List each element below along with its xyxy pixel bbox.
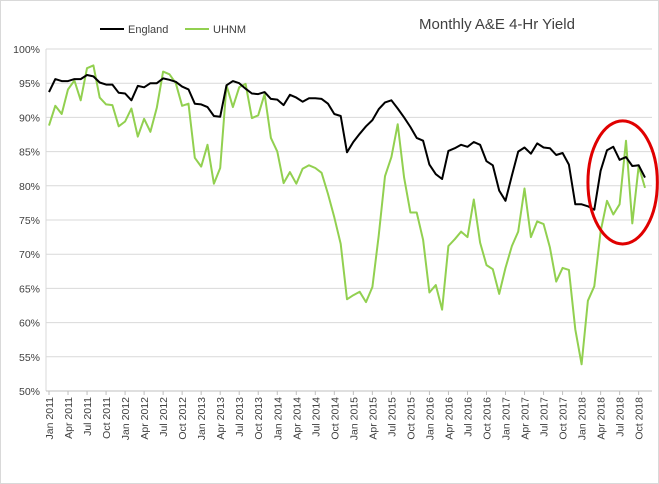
- x-tick-label: Oct 2018: [634, 397, 646, 440]
- x-tick-label: Jan 2013: [196, 397, 208, 440]
- y-tick-label: 100%: [13, 44, 40, 56]
- series-line-england: [48, 74, 646, 211]
- x-tick-label: Jan 2011: [44, 397, 56, 440]
- x-tick-label: Apr 2011: [63, 397, 75, 439]
- x-tick-label: Jul 2011: [82, 397, 94, 436]
- x-tick-label: Jan 2015: [348, 397, 360, 440]
- y-tick-label: 90%: [19, 112, 40, 124]
- legend-label-uhnm: UHNM: [213, 24, 246, 36]
- x-tick-label: Jan 2012: [120, 397, 132, 440]
- y-tick-label: 70%: [19, 249, 40, 261]
- highlight-ellipse: [586, 119, 659, 246]
- x-tick-label: Apr 2014: [291, 397, 303, 440]
- x-tick-label: Apr 2017: [520, 397, 532, 440]
- x-tick-label: Jan 2017: [501, 397, 513, 440]
- y-tick-label: 60%: [19, 318, 40, 330]
- chart-title: Monthly A&E 4-Hr Yield: [419, 16, 575, 33]
- y-tick-label: 85%: [19, 147, 40, 159]
- y-tick-label: 75%: [19, 215, 40, 227]
- y-tick-label: 65%: [19, 283, 40, 295]
- x-tick-label: Jan 2014: [272, 397, 284, 440]
- x-tick-label: Jan 2016: [424, 397, 436, 440]
- x-tick-label: Oct 2011: [101, 397, 113, 439]
- legend-label-england: England: [128, 24, 168, 36]
- x-tick-label: Oct 2015: [405, 397, 417, 440]
- y-tick-label: 95%: [19, 78, 40, 90]
- x-tick-label: Oct 2016: [481, 397, 493, 440]
- x-tick-label: Jul 2012: [158, 397, 170, 437]
- x-tick-label: Apr 2016: [443, 397, 455, 440]
- annotations: [586, 119, 659, 246]
- series-lines: [48, 64, 646, 366]
- y-tick-label: 50%: [19, 386, 40, 398]
- x-tick-label: Jul 2017: [539, 397, 551, 437]
- y-tick-label: 55%: [19, 352, 40, 364]
- x-tick-label: Jul 2015: [386, 397, 398, 437]
- x-tick-label: Apr 2013: [215, 397, 227, 440]
- x-tick-labels: Jan 2011 Apr 2011 Jul 2011 Oct 2011 Jan 2012…: [44, 397, 646, 440]
- x-tick-label: Oct 2017: [558, 397, 570, 440]
- axes: [45, 49, 652, 395]
- x-tick-label: Oct 2013: [253, 397, 265, 440]
- x-tick-label: Oct 2012: [177, 397, 189, 440]
- x-tick-label: Jul 2014: [310, 397, 322, 437]
- x-tick-label: Oct 2014: [329, 397, 341, 440]
- x-tick-label: Apr 2012: [139, 397, 151, 440]
- x-tick-label: Apr 2018: [596, 397, 608, 440]
- x-tick-label: Jan 2018: [577, 397, 589, 440]
- y-tick-label: 80%: [19, 181, 40, 193]
- x-tick-label: Jul 2018: [615, 397, 627, 437]
- legend: England UHNM: [100, 24, 246, 36]
- x-tick-label: Jul 2016: [462, 397, 474, 437]
- x-tick-label: Jul 2013: [234, 397, 246, 437]
- x-tick-label: Apr 2015: [367, 397, 379, 440]
- y-tick-labels: 50% 55% 60% 65% 70% 75% 80% 85% 90% 95% 100%: [13, 44, 40, 398]
- series-line-uhnm: [48, 64, 646, 366]
